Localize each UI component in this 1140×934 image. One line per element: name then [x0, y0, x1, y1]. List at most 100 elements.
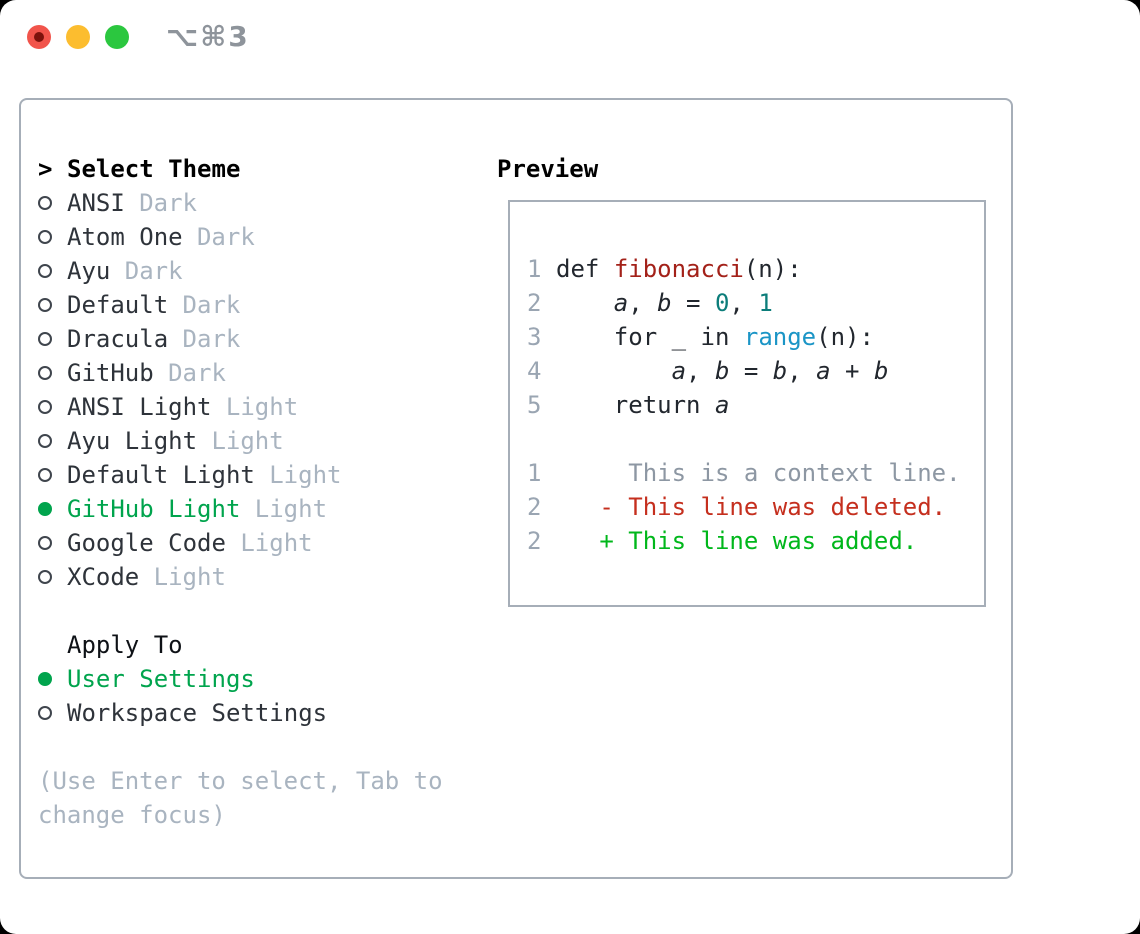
theme-variant: Dark: [168, 359, 226, 387]
theme-name: Default: [67, 291, 169, 319]
line-number: 4: [527, 357, 542, 385]
theme-option-xcode[interactable]: XCode Light: [38, 560, 443, 594]
radio-slot: [38, 366, 67, 380]
radio-selected-icon: [38, 502, 52, 516]
theme-option-default[interactable]: Default Dark: [38, 288, 443, 322]
code-line: 2 - This line was deleted.: [527, 490, 961, 524]
code-token: a: [671, 357, 687, 385]
code-line: 2 a, b = 0, 1: [527, 286, 961, 320]
theme-name: GitHub Light: [67, 495, 241, 523]
radio-icon: [38, 264, 52, 278]
code-token: b: [657, 289, 672, 317]
apply-option-workspace-settings[interactable]: Workspace Settings: [38, 696, 443, 730]
theme-option-dracula[interactable]: Dracula Dark: [38, 322, 443, 356]
radio-slot: [38, 400, 67, 414]
zoom-button[interactable]: [105, 25, 129, 49]
code-token: This is a context line.: [556, 459, 961, 487]
radio-icon: [38, 706, 52, 720]
code-token: for: [613, 323, 658, 351]
radio-icon: [38, 230, 52, 244]
close-button[interactable]: [27, 25, 51, 49]
theme-option-ansi[interactable]: ANSI Dark: [38, 186, 443, 220]
theme-option-ansi-light[interactable]: ANSI Light Light: [38, 390, 443, 424]
radio-slot: [38, 434, 67, 448]
code-content: - This line was deleted.: [556, 490, 946, 524]
code-token: [556, 323, 614, 351]
theme-variant: Dark: [182, 325, 241, 353]
apply-to-header: Apply To: [38, 628, 443, 662]
theme-option-default-light[interactable]: Default Light Light: [38, 458, 443, 492]
theme-option-github-light[interactable]: GitHub Light Light: [38, 492, 443, 526]
code-token: a: [714, 391, 730, 419]
line-number: 2: [527, 527, 542, 555]
line-number: 2: [527, 493, 542, 521]
code-token: 0: [714, 289, 730, 317]
theme-variant: Dark: [139, 189, 197, 217]
radio-icon: [38, 536, 52, 550]
radio-icon: [38, 468, 52, 482]
code-content: + This line was added.: [556, 524, 917, 558]
theme-name: XCode: [67, 563, 140, 591]
theme-option-ayu[interactable]: Ayu Dark: [38, 254, 443, 288]
theme-list-title: Select Theme: [67, 155, 241, 183]
theme-variant: Light: [225, 393, 299, 421]
code-line: 1 def fibonacci(n):: [527, 252, 961, 286]
code-line: 5 return a: [527, 388, 961, 422]
theme-name: ANSI Light: [67, 393, 212, 421]
theme-option-google-code[interactable]: Google Code Light: [38, 526, 443, 560]
code-token: [556, 289, 614, 317]
theme-variant: Dark: [182, 291, 241, 319]
code-content: for _ in range(n):: [556, 320, 874, 354]
code-line: 4 a, b = b, a + b: [527, 354, 961, 388]
theme-variant: Light: [153, 563, 226, 591]
radio-slot: [38, 502, 67, 516]
radio-slot: [38, 264, 67, 278]
line-number: 2: [527, 289, 542, 317]
code-token: in: [700, 323, 730, 351]
code-token: [556, 391, 614, 419]
code-token: _: [657, 323, 701, 351]
code-token: (n):: [743, 255, 802, 283]
code-token: ,: [729, 289, 759, 317]
prompt-slot: >: [38, 152, 67, 186]
theme-variant: Dark: [196, 223, 255, 251]
theme-option-github[interactable]: GitHub Dark: [38, 356, 443, 390]
radio-icon: [38, 298, 52, 312]
spacer: [38, 730, 443, 764]
radio-icon: [38, 434, 52, 448]
apply-to-title: Apply To: [67, 631, 183, 659]
line-number: 1: [527, 459, 542, 487]
code-content: return a: [556, 388, 730, 422]
radio-slot: [38, 570, 67, 584]
code-token: b: [873, 357, 889, 385]
apply-option-user-settings[interactable]: User Settings: [38, 662, 443, 696]
code-token: b: [714, 357, 730, 385]
code-token: range: [743, 323, 817, 351]
theme-variant: Light: [211, 427, 284, 455]
theme-name: ANSI: [67, 189, 125, 217]
radio-icon: [38, 400, 52, 414]
theme-name: GitHub: [67, 359, 154, 387]
code-token: + This line was added.: [556, 527, 918, 555]
radio-slot: [38, 706, 67, 720]
theme-option-atom-one[interactable]: Atom One Dark: [38, 220, 443, 254]
minimize-button[interactable]: [66, 25, 90, 49]
theme-selector-list: > Select Theme ANSI Dark Atom One Dark Ayu Dark…: [38, 152, 443, 832]
radio-slot: [38, 332, 67, 346]
code-token: [556, 357, 672, 385]
radio-icon: [38, 196, 52, 210]
theme-name: Dracula: [67, 325, 169, 353]
radio-slot: [38, 672, 67, 686]
code-token: [729, 323, 743, 351]
theme-option-ayu-light[interactable]: Ayu Light Light: [38, 424, 443, 458]
code-token: =: [671, 289, 715, 317]
line-number: 1: [527, 255, 542, 283]
theme-name: Atom One: [67, 223, 183, 251]
code-content: a, b = 0, 1: [556, 286, 773, 320]
theme-variant: Dark: [124, 257, 183, 285]
code-token: return: [613, 391, 701, 419]
radio-icon: [38, 366, 52, 380]
